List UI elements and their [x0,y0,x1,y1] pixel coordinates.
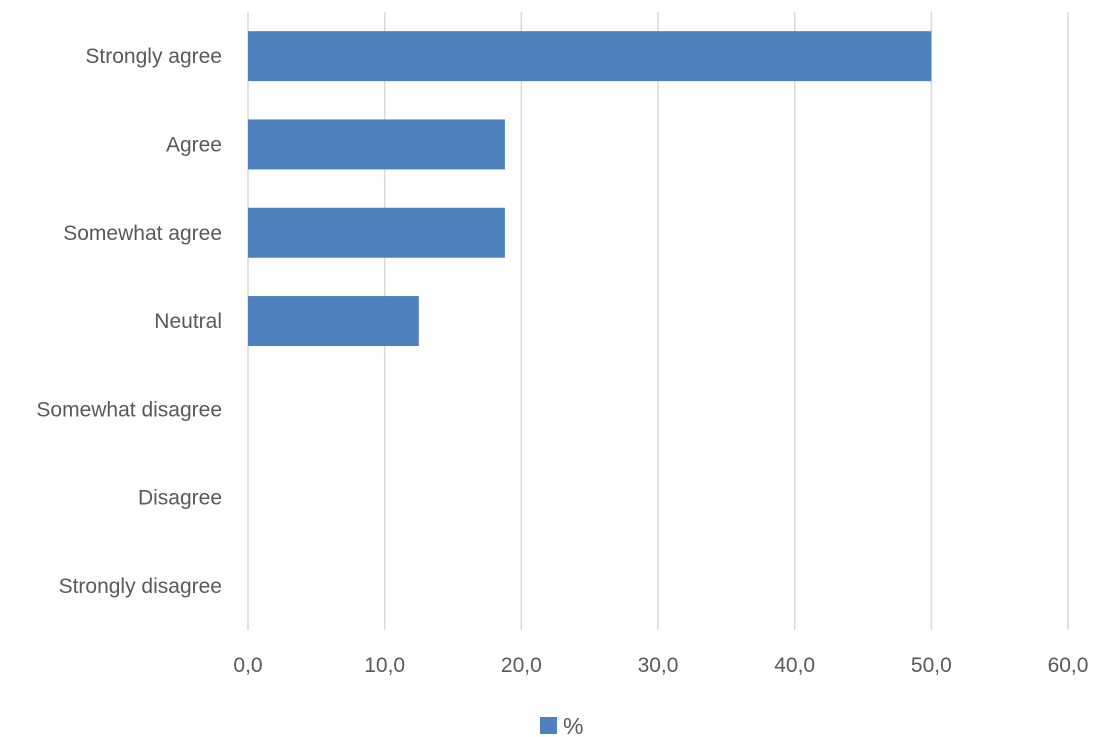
category-label-2: Somewhat agree [63,222,222,245]
bar-3 [248,296,419,347]
category-label-0: Strongly agree [85,45,222,68]
x-tick-labels: 0,0 10,0 20,0 30,0 40,0 50,0 60,0 [233,654,1088,677]
bar-2 [248,207,505,258]
x-tick-label-2: 20,0 [501,654,542,677]
x-tick-label-3: 30,0 [638,654,679,677]
legend-swatch [540,717,557,734]
category-label-1: Agree [166,133,222,156]
gridlines [247,12,1069,630]
x-tick-label-5: 50,0 [911,654,952,677]
x-tick-label-1: 10,0 [364,654,405,677]
category-label-4: Somewhat disagree [36,398,222,421]
x-tick-label-6: 60,0 [1048,654,1089,677]
category-label-3: Neutral [154,310,222,333]
category-labels: Strongly agree Agree Somewhat agree Neutral… [36,45,222,598]
category-label-6: Strongly disagree [59,575,222,598]
legend-label: % [563,713,583,737]
bars [248,31,932,347]
x-tick-label-0: 0,0 [233,654,262,677]
bar-1 [248,119,505,170]
x-tick-label-4: 40,0 [774,654,815,677]
legend: % [540,713,583,737]
bar-0 [248,31,932,82]
category-label-5: Disagree [138,487,222,510]
